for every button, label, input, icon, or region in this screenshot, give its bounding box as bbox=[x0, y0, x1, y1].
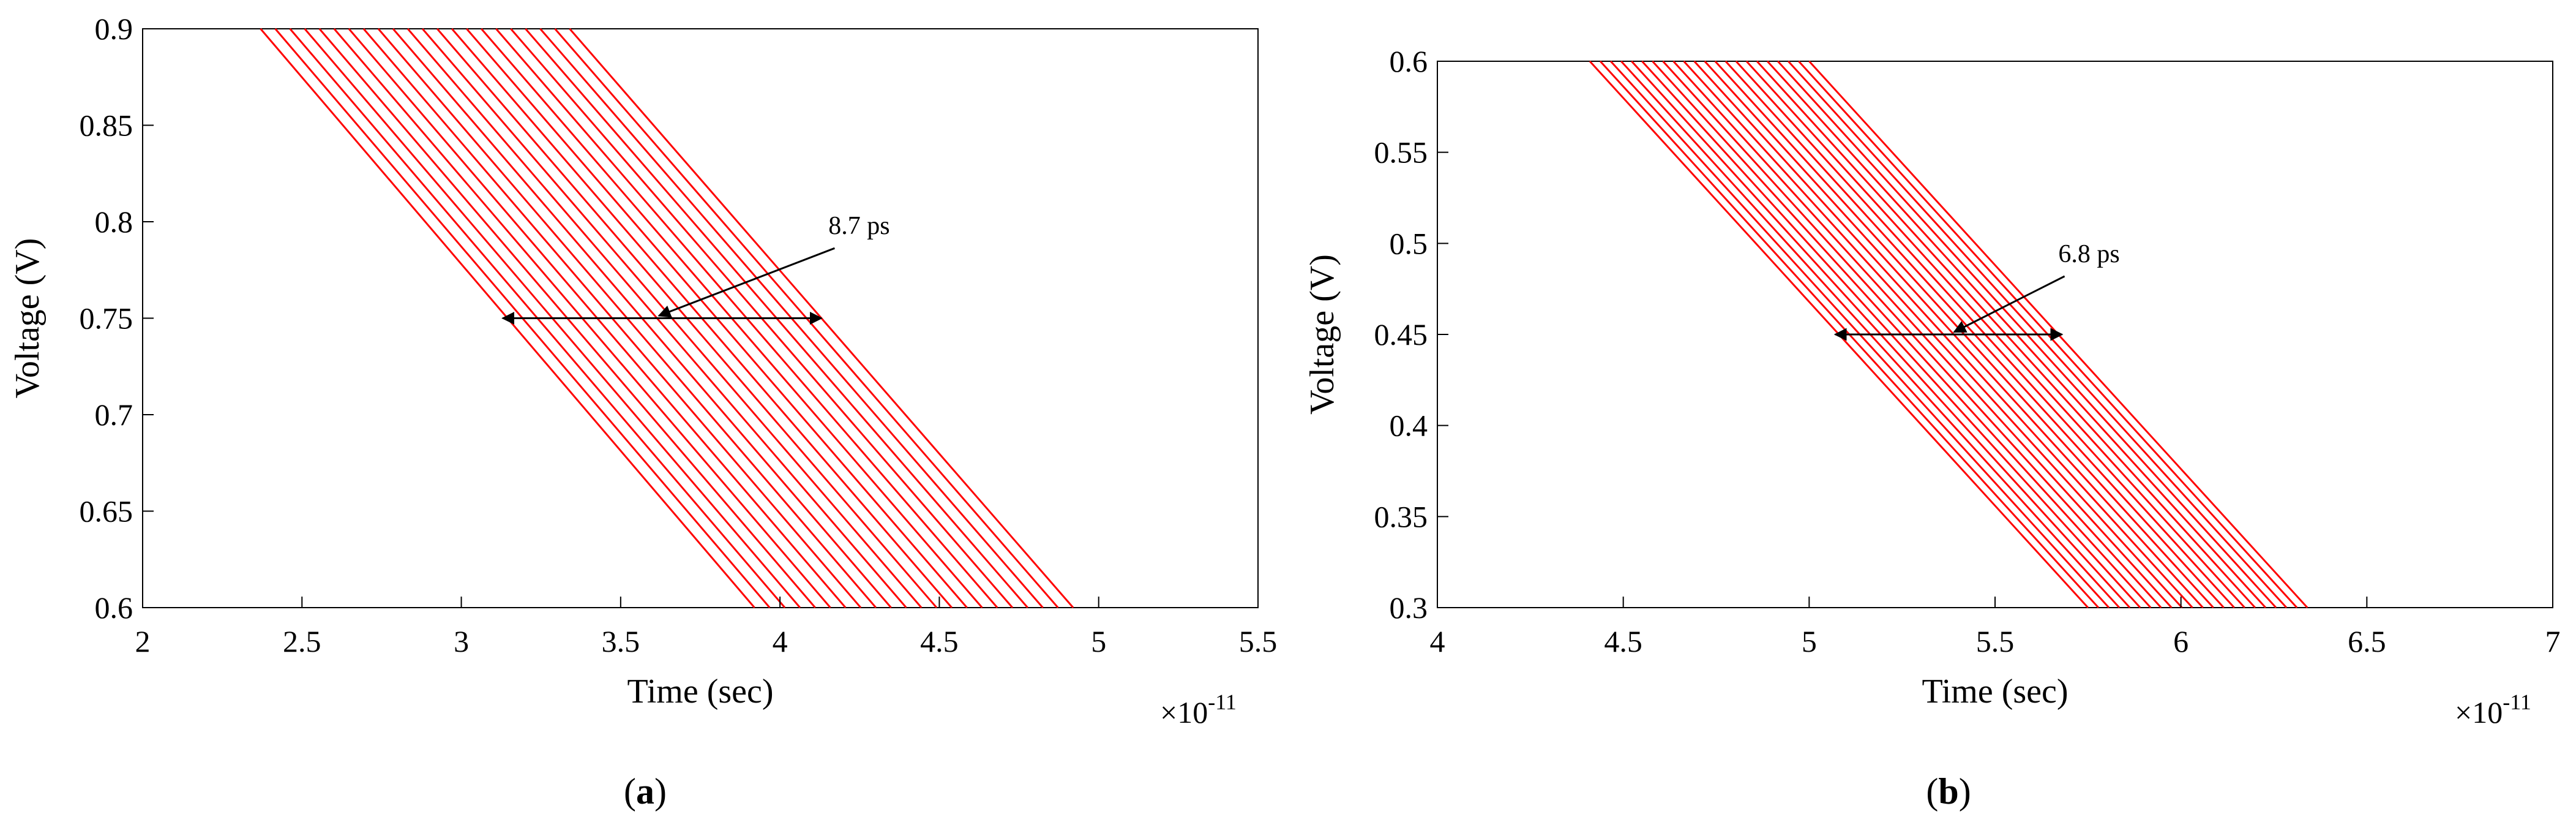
y-tick-label-b: 0.45 bbox=[1374, 317, 1428, 352]
y-tick-label-b: 0.55 bbox=[1374, 135, 1428, 170]
y-tick-label-a: 0.9 bbox=[95, 12, 133, 46]
y-axis-ticks-b: 0.3 0.35 0.4 0.45 0.5 0.55 0.6 bbox=[1374, 44, 1448, 625]
chart-panel-b: 4 4.5 5 5.5 6 6.5 7 0.3 0.35 0.4 0.45 0.5 0.55 0.6 T… bbox=[1303, 44, 2561, 812]
y-tick-label-b: 0.35 bbox=[1374, 499, 1428, 534]
x-tick-label-a: 4.5 bbox=[920, 624, 959, 658]
annotation-pointer-b bbox=[1953, 275, 2065, 333]
y-tick-label-a: 0.7 bbox=[95, 398, 133, 432]
x-tick-label-b: 6.5 bbox=[2348, 624, 2386, 658]
x-tick-label-b: 5.5 bbox=[1976, 624, 2015, 658]
x-tick-label-b: 4 bbox=[1430, 624, 1445, 658]
y-axis-label-b: Voltage (V) bbox=[1303, 254, 1341, 415]
y-tick-label-a: 0.75 bbox=[80, 301, 133, 336]
x-tick-label-a: 3 bbox=[454, 624, 469, 658]
x-axis-label-b: Time (sec) bbox=[1922, 673, 2068, 711]
x-axis-label-a: Time (sec) bbox=[627, 673, 773, 711]
x-axis-multiplier-b: ×10-11 bbox=[2455, 690, 2531, 730]
multiplier-base-b: ×10 bbox=[2455, 695, 2503, 730]
x-tick-label-b: 4.5 bbox=[1604, 624, 1642, 658]
panel-letter-a: a bbox=[636, 771, 654, 812]
x-axis-ticks-a: 2 2.5 3 3.5 4 4.5 5 5.5 bbox=[135, 597, 1278, 658]
multiplier-base-a: ×10 bbox=[1160, 695, 1208, 730]
annotation-pointer-a bbox=[657, 247, 836, 318]
panel-letter-b: b bbox=[1938, 771, 1958, 812]
x-tick-label-b: 7 bbox=[2545, 624, 2561, 658]
x-tick-label-a: 5 bbox=[1091, 624, 1106, 658]
x-axis-ticks-b: 4 4.5 5 5.5 6 6.5 7 bbox=[1430, 597, 2561, 658]
y-tick-label-b: 0.5 bbox=[1390, 226, 1428, 260]
x-tick-label-a: 2.5 bbox=[283, 624, 321, 658]
y-tick-label-b: 0.3 bbox=[1390, 590, 1428, 625]
y-axis-ticks-a: 0.6 0.65 0.7 0.75 0.8 0.85 0.9 bbox=[80, 12, 154, 625]
x-tick-label-a: 3.5 bbox=[602, 624, 640, 658]
annotation-label-b: 6.8 ps bbox=[2058, 240, 2119, 268]
y-tick-label-b: 0.6 bbox=[1390, 44, 1428, 78]
x-tick-label-a: 5.5 bbox=[1239, 624, 1278, 658]
chart-panel-a: 2 2.5 3 3.5 4 4.5 5 5.5 0.60.650.70.750.80.850.… bbox=[9, 12, 1277, 812]
x-tick-label-a: 4 bbox=[773, 624, 788, 658]
x-tick-label-b: 5 bbox=[1802, 624, 1817, 658]
x-axis-multiplier-a: ×10-11 bbox=[1160, 690, 1237, 730]
multiplier-exponent-a: -11 bbox=[1208, 690, 1237, 714]
y-tick-label-a: 0.8 bbox=[95, 205, 133, 239]
y-tick-label-b: 0.4 bbox=[1390, 409, 1428, 443]
x-tick-label-b: 6 bbox=[2173, 624, 2188, 658]
y-tick-label-a: 0.85 bbox=[80, 108, 133, 143]
panel-caption-b: (b) bbox=[1926, 771, 1971, 812]
multiplier-exponent-b: -11 bbox=[2503, 690, 2531, 714]
y-tick-label-a: 0.65 bbox=[80, 494, 133, 529]
annotation-label-a: 8.7 ps bbox=[828, 212, 889, 240]
panel-caption-a: (a) bbox=[624, 771, 667, 812]
x-tick-label-a: 2 bbox=[135, 624, 151, 658]
y-axis-label-a: Voltage (V) bbox=[9, 238, 47, 399]
y-tick-label-a: 0.6 bbox=[95, 590, 133, 625]
